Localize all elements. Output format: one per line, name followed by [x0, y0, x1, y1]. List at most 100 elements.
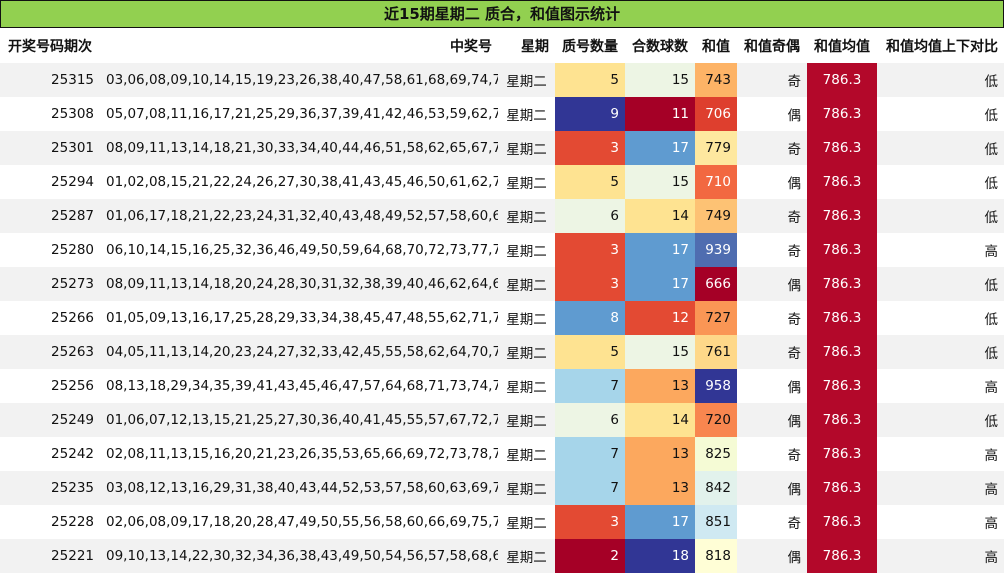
header-sum-avg: 和值均值 [814, 38, 870, 55]
cell-period: 25315 [0, 63, 100, 97]
header-sum-parity: 和值奇偶 [744, 38, 800, 55]
cell-prime-count: 2 [555, 539, 625, 573]
cell-weekday: 星期二 [498, 471, 555, 505]
table-row: 25256 08,13,18,29,34,35,39,41,43,45,46,47… [0, 369, 1004, 403]
cell-compare: 高 [877, 369, 1004, 403]
cell-weekday: 星期二 [498, 233, 555, 267]
cell-prime-count: 5 [555, 165, 625, 199]
cell-composite-count: 18 [625, 539, 695, 573]
cell-weekday: 星期二 [498, 505, 555, 539]
table-row: 25315 03,06,08,09,10,14,15,19,23,26,38,40… [0, 63, 1004, 97]
table-row: 25263 04,05,11,13,14,20,23,24,27,32,33,42… [0, 335, 1004, 369]
cell-sum: 743 [695, 63, 737, 97]
table-row: 25266 01,05,09,13,16,17,25,28,29,33,34,38… [0, 301, 1004, 335]
table-row: 25273 08,09,11,13,14,18,20,24,28,30,31,32… [0, 267, 1004, 301]
cell-prime-count: 7 [555, 471, 625, 505]
table-row: 25249 01,06,07,12,13,15,21,25,27,30,36,40… [0, 403, 1004, 437]
cell-numbers: 08,09,11,13,14,18,21,30,33,34,40,44,46,5… [100, 131, 498, 165]
cell-sum-avg: 786.3 [807, 165, 877, 199]
table-row: 25287 01,06,17,18,21,22,23,24,31,32,40,43… [0, 199, 1004, 233]
cell-sum-avg: 786.3 [807, 233, 877, 267]
cell-period: 25221 [0, 539, 100, 573]
cell-period: 25287 [0, 199, 100, 233]
cell-weekday: 星期二 [498, 403, 555, 437]
cell-composite-count: 17 [625, 267, 695, 301]
cell-composite-count: 15 [625, 165, 695, 199]
header-row: 开奖号码期次 中奖号 星期 质号数量 合数球数 和值 和值奇偶 和值均值 和值均… [0, 28, 1004, 63]
cell-sum-parity: 偶 [737, 471, 807, 505]
cell-prime-count: 3 [555, 505, 625, 539]
cell-sum-parity: 奇 [737, 131, 807, 165]
cell-prime-count: 7 [555, 369, 625, 403]
cell-sum-avg: 786.3 [807, 301, 877, 335]
cell-prime-count: 5 [555, 335, 625, 369]
header-compare: 和值均值上下对比 [886, 38, 998, 55]
cell-compare: 高 [877, 539, 1004, 573]
cell-sum-parity: 奇 [737, 301, 807, 335]
cell-compare: 低 [877, 97, 1004, 131]
cell-weekday: 星期二 [498, 267, 555, 301]
cell-sum-parity: 偶 [737, 539, 807, 573]
cell-composite-count: 17 [625, 233, 695, 267]
cell-compare: 低 [877, 403, 1004, 437]
table-row: 25228 02,06,08,09,17,18,20,28,47,49,50,55… [0, 505, 1004, 539]
cell-compare: 低 [877, 301, 1004, 335]
lottery-stats-table: 开奖号码期次 中奖号 星期 质号数量 合数球数 和值 和值奇偶 和值均值 和值均… [0, 28, 1004, 573]
cell-composite-count: 13 [625, 437, 695, 471]
cell-period: 25273 [0, 267, 100, 301]
header-composite-count: 合数球数 [632, 38, 688, 55]
header-weekday: 星期 [521, 38, 549, 55]
cell-compare: 低 [877, 63, 1004, 97]
cell-weekday: 星期二 [498, 63, 555, 97]
cell-period: 25301 [0, 131, 100, 165]
cell-sum: 825 [695, 437, 737, 471]
cell-period: 25256 [0, 369, 100, 403]
cell-composite-count: 17 [625, 505, 695, 539]
cell-sum: 958 [695, 369, 737, 403]
cell-composite-count: 15 [625, 335, 695, 369]
cell-weekday: 星期二 [498, 301, 555, 335]
cell-sum: 842 [695, 471, 737, 505]
cell-compare: 低 [877, 131, 1004, 165]
cell-numbers: 02,06,08,09,17,18,20,28,47,49,50,55,56,5… [100, 505, 498, 539]
cell-period: 25294 [0, 165, 100, 199]
cell-composite-count: 14 [625, 403, 695, 437]
cell-numbers: 06,10,14,15,16,25,32,36,46,49,50,59,64,6… [100, 233, 498, 267]
cell-weekday: 星期二 [498, 437, 555, 471]
cell-sum-parity: 奇 [737, 437, 807, 471]
cell-prime-count: 9 [555, 97, 625, 131]
cell-compare: 低 [877, 165, 1004, 199]
cell-sum-parity: 奇 [737, 505, 807, 539]
cell-sum-parity: 偶 [737, 369, 807, 403]
table-row: 25235 03,08,12,13,16,29,31,38,40,43,44,52… [0, 471, 1004, 505]
cell-compare: 低 [877, 335, 1004, 369]
cell-sum-avg: 786.3 [807, 131, 877, 165]
cell-composite-count: 13 [625, 369, 695, 403]
cell-period: 25235 [0, 471, 100, 505]
cell-compare: 高 [877, 471, 1004, 505]
cell-sum: 710 [695, 165, 737, 199]
cell-sum-parity: 奇 [737, 199, 807, 233]
cell-sum-parity: 偶 [737, 403, 807, 437]
cell-sum-avg: 786.3 [807, 369, 877, 403]
cell-weekday: 星期二 [498, 165, 555, 199]
cell-sum-avg: 786.3 [807, 505, 877, 539]
table-body: 25315 03,06,08,09,10,14,15,19,23,26,38,40… [0, 63, 1004, 573]
cell-composite-count: 14 [625, 199, 695, 233]
cell-sum-parity: 奇 [737, 335, 807, 369]
cell-composite-count: 13 [625, 471, 695, 505]
cell-sum-avg: 786.3 [807, 539, 877, 573]
cell-prime-count: 3 [555, 267, 625, 301]
cell-prime-count: 7 [555, 437, 625, 471]
cell-sum-avg: 786.3 [807, 335, 877, 369]
cell-compare: 高 [877, 437, 1004, 471]
header-sum: 和值 [702, 38, 730, 55]
cell-weekday: 星期二 [498, 97, 555, 131]
table-row: 25242 02,08,11,13,15,16,20,21,23,26,35,53… [0, 437, 1004, 471]
cell-sum: 666 [695, 267, 737, 301]
cell-weekday: 星期二 [498, 199, 555, 233]
cell-sum-avg: 786.3 [807, 267, 877, 301]
cell-sum-parity: 奇 [737, 233, 807, 267]
cell-sum-parity: 偶 [737, 165, 807, 199]
cell-sum: 706 [695, 97, 737, 131]
